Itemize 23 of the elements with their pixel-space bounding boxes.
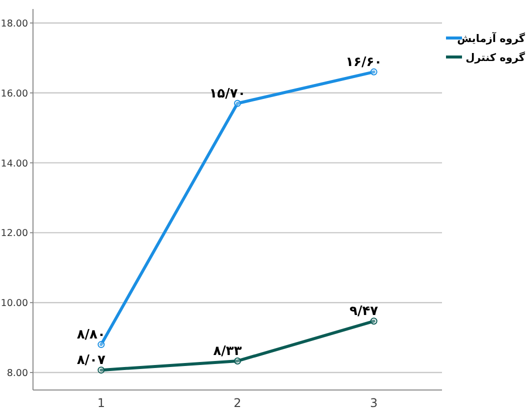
y-tick-label: 16.00	[0, 88, 28, 100]
data-label: ۹/۴۷	[350, 304, 378, 320]
point	[370, 318, 378, 325]
y-tick-label: 8.00	[6, 368, 28, 380]
x-tick-label: 1	[97, 396, 105, 410]
x-tick-label: 3	[370, 396, 378, 410]
y-tick-label: 12.00	[0, 228, 28, 240]
point	[234, 357, 241, 364]
data-label: ۸/۳۳	[213, 344, 242, 359]
data-label: ۱۶/۶۰	[346, 54, 382, 70]
x-tick-label: 2	[234, 396, 242, 410]
point	[98, 341, 105, 348]
data-label: ۱۵/۷۰	[209, 86, 246, 102]
point	[234, 100, 241, 107]
y-tick-label: 10.00	[0, 298, 28, 310]
legend-label: گروه کنترل	[466, 51, 526, 64]
data-label: ۸/۸۰	[76, 328, 106, 343]
text: گروه آزمایش	[457, 31, 526, 45]
y-tick-label: 18.00	[0, 18, 28, 30]
y-tick-label: 14.00	[0, 158, 28, 170]
data-label: ۸/۰۷	[76, 353, 106, 368]
point	[370, 68, 378, 76]
point	[98, 366, 105, 374]
